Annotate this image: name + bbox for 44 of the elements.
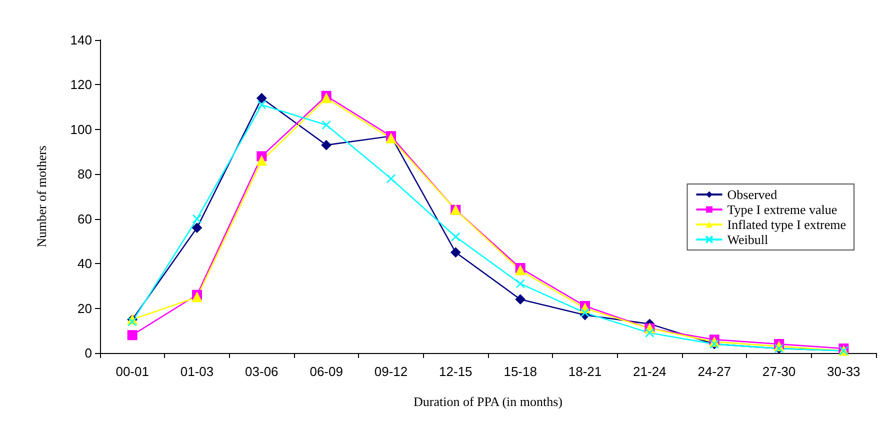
legend-label: Weibull	[727, 232, 768, 247]
x-tick-label: 15-18	[504, 364, 537, 379]
point	[127, 330, 138, 340]
x-tick-label: 03-06	[245, 364, 278, 379]
x-tick-label: 06-09	[310, 364, 343, 379]
point	[515, 294, 526, 304]
y-tick-label: 80	[78, 166, 92, 182]
x-tick-label: 01-03	[180, 364, 214, 379]
point	[321, 140, 332, 150]
y-tick-label: 60	[78, 211, 92, 226]
point	[322, 120, 331, 130]
x-tick-label: 24-27	[698, 364, 731, 379]
y-tick-label: 0	[84, 346, 92, 360]
point	[386, 174, 396, 184]
point	[645, 328, 654, 338]
y-tick-label: 40	[78, 256, 92, 272]
x-axis-title: Duration of PPA (in months)	[413, 394, 563, 409]
y-tick-label: 20	[78, 300, 92, 316]
point	[256, 93, 267, 104]
y-tick-label: 140	[70, 32, 92, 48]
y-axis-title: Number of mothers	[34, 146, 49, 248]
legend-label: Inflated type I extreme	[727, 217, 846, 232]
point	[516, 279, 525, 288]
point	[128, 317, 137, 326]
point	[257, 100, 266, 110]
x-tick-label: 21-24	[633, 364, 666, 379]
point	[451, 232, 460, 242]
x-tick-label: 12-15	[439, 364, 472, 379]
point	[192, 214, 202, 224]
x-tick-label: 00-01	[116, 364, 149, 379]
x-tick-label: 18-21	[568, 364, 602, 379]
point	[321, 93, 332, 104]
x-tick-label: 30-33	[827, 364, 860, 379]
legend-label: Type I extreme value	[727, 202, 838, 217]
point	[192, 292, 202, 302]
legend-label: Observed	[727, 187, 778, 202]
y-tick-label: 120	[70, 77, 92, 92]
y-tick-label: 100	[70, 122, 92, 137]
point	[192, 222, 202, 233]
x-tick-label: 09-12	[374, 364, 408, 379]
point	[450, 247, 461, 258]
point	[256, 156, 267, 166]
x-tick-label: 27-30	[762, 364, 796, 379]
point	[580, 308, 590, 318]
